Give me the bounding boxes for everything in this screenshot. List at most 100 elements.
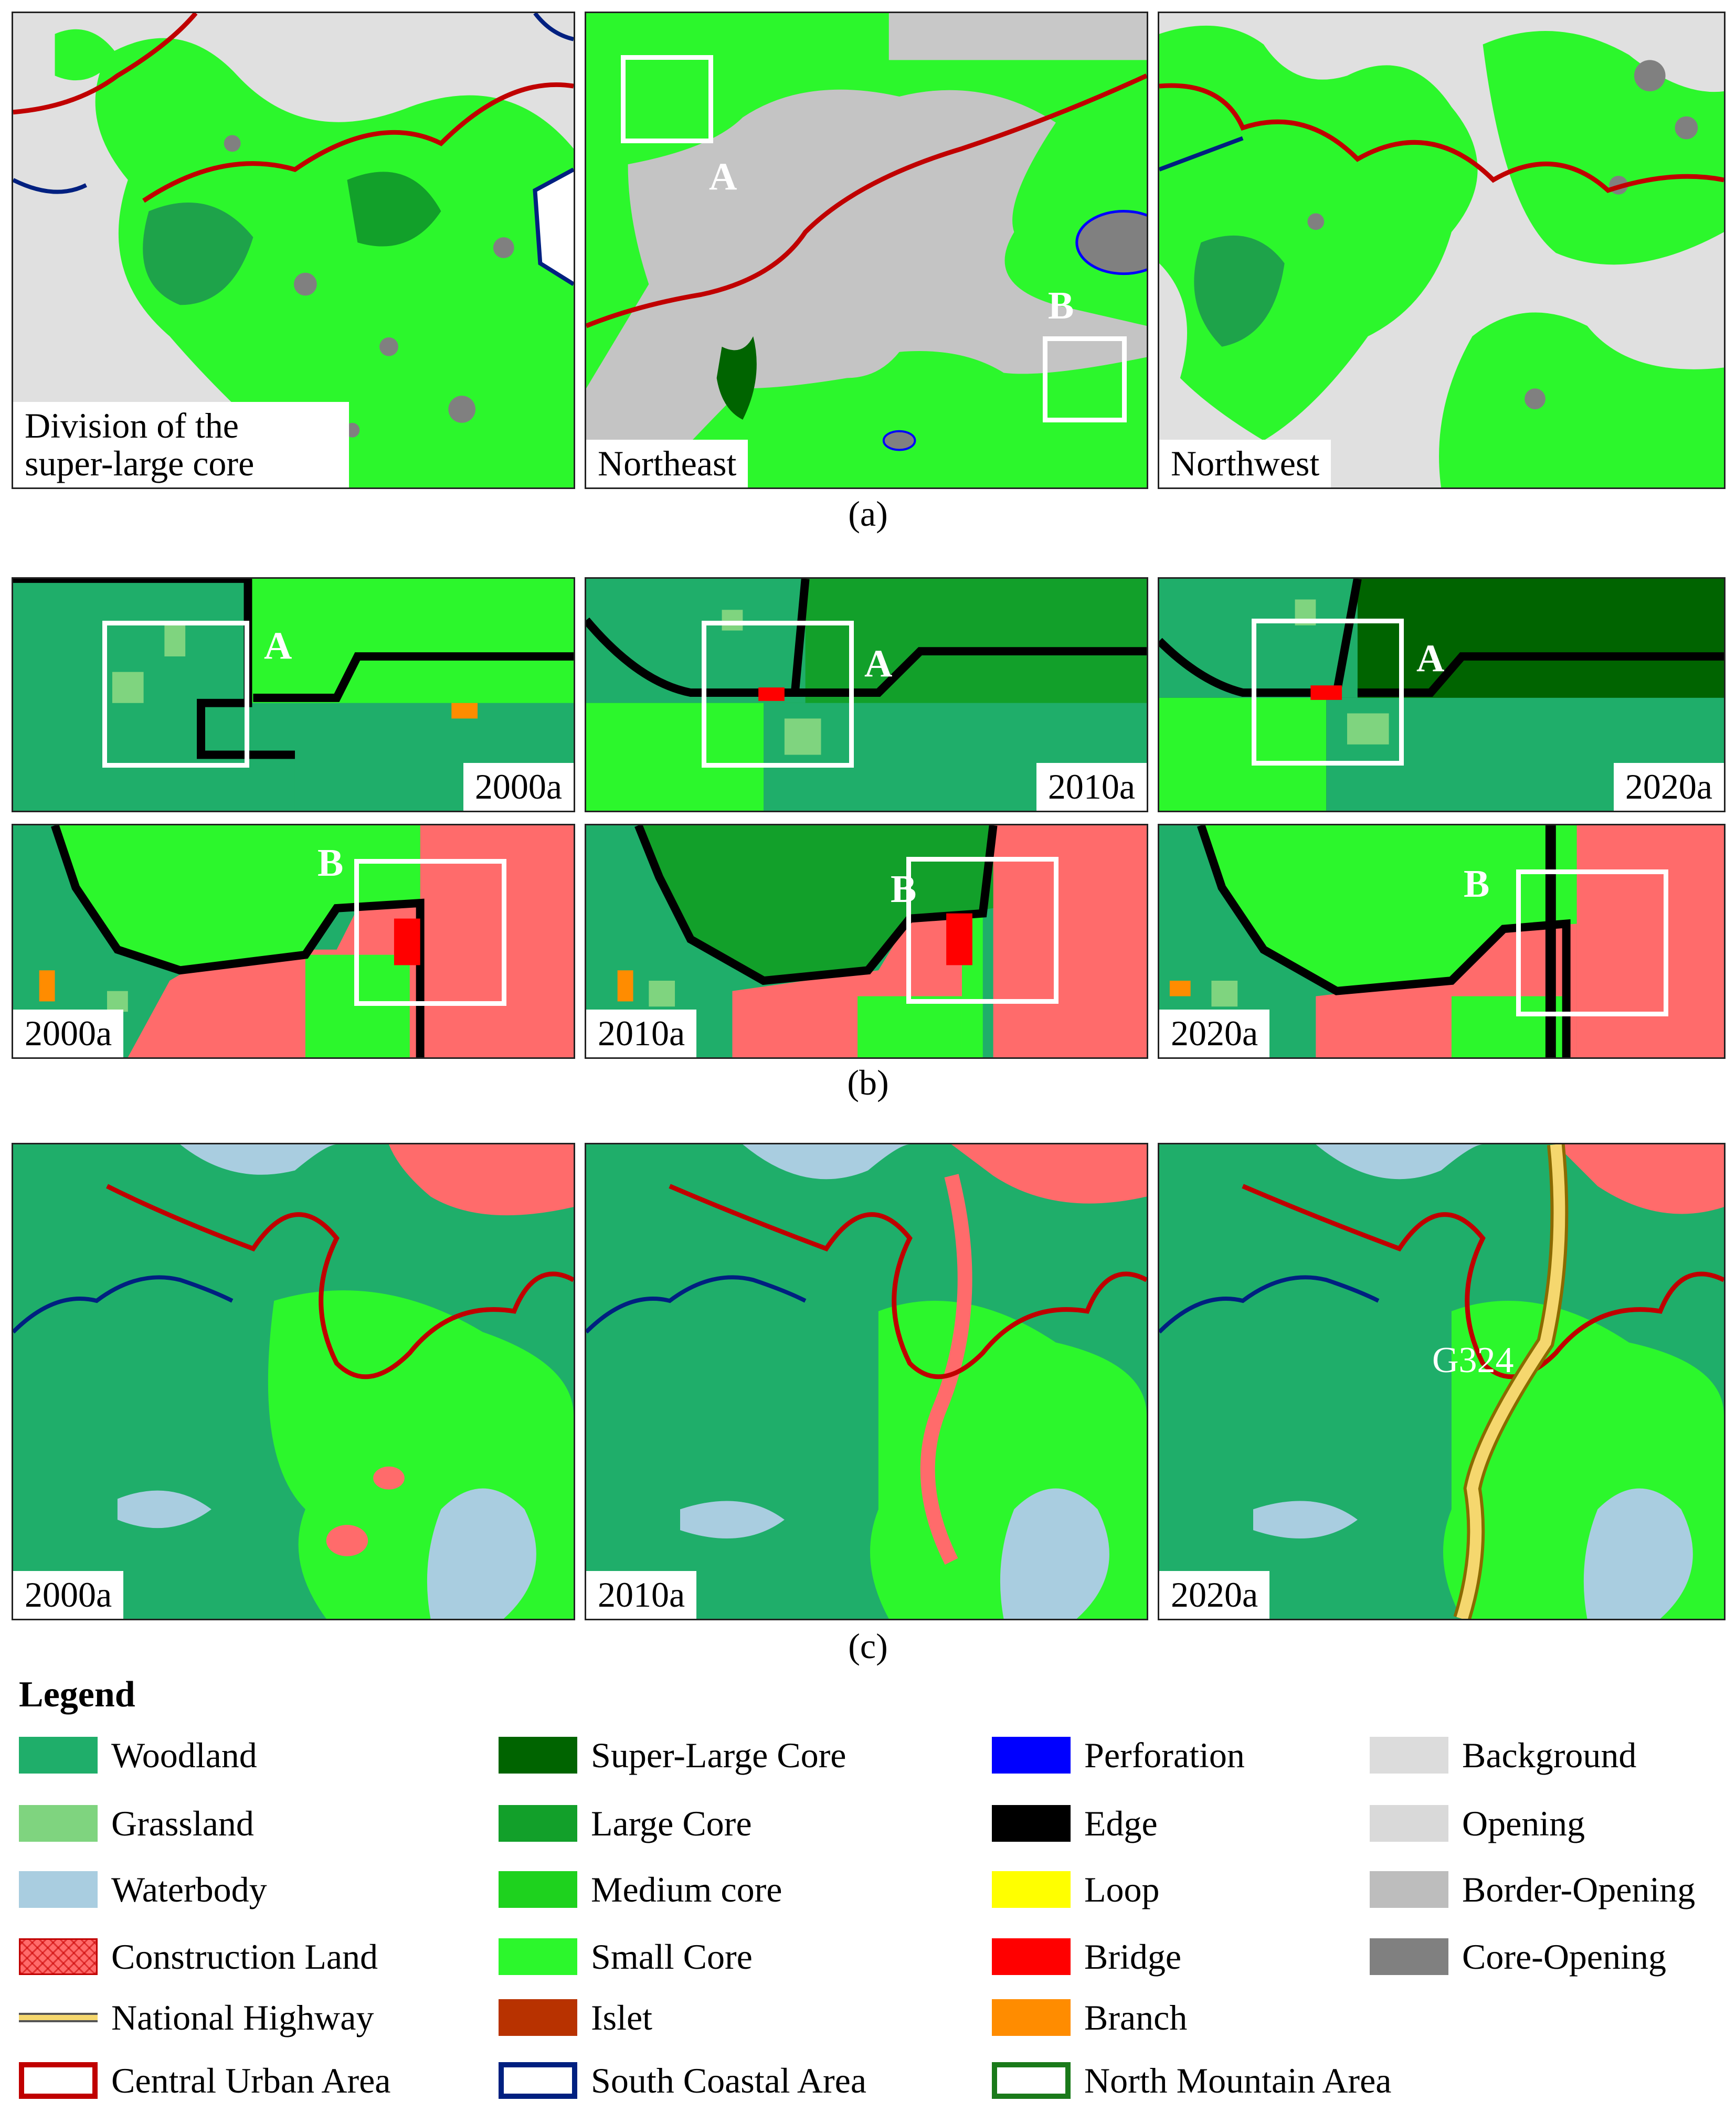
- legend-label: Waterbody: [111, 1869, 267, 1909]
- legend-label: Bridge: [1084, 1936, 1182, 1977]
- map-a-northeast-graphic: [586, 13, 1147, 487]
- map-b-top-2010: A 2010a: [585, 577, 1148, 812]
- legend-swatch: [992, 1737, 1071, 1774]
- legend-item: Perforation: [992, 1732, 1245, 1779]
- mark-a: A: [264, 624, 292, 667]
- legend-swatch: [499, 1871, 577, 1908]
- legend-swatch: [1370, 1938, 1448, 1975]
- map-c-2010-graphic: [586, 1144, 1147, 1619]
- legend-swatch: [992, 1938, 1071, 1975]
- panel-label: 2010a: [586, 1009, 697, 1057]
- legend-label: Background: [1462, 1735, 1637, 1775]
- panel-label: Northeast: [586, 439, 748, 487]
- legend-item: Opening: [1370, 1800, 1585, 1847]
- legend-item: North Mountain Area: [992, 2057, 1391, 2104]
- caption-b: (b): [847, 1063, 889, 1102]
- mark-a: A: [1416, 637, 1445, 680]
- legend-label: Edge: [1084, 1803, 1158, 1843]
- legend-swatch: [499, 2062, 577, 2099]
- legend-label: Central Urban Area: [111, 2060, 391, 2100]
- panel-label: Northwest: [1159, 439, 1331, 487]
- legend-item: Islet: [499, 1994, 652, 2041]
- legend-swatch: [19, 2062, 98, 2099]
- zoom-box-a: [702, 621, 854, 768]
- legend-swatch: [499, 1938, 577, 1975]
- legend-item: Super-Large Core: [499, 1732, 846, 1779]
- legend-label: Grassland: [111, 1803, 254, 1843]
- map-b-top-2000: A 2000a: [12, 577, 575, 812]
- mark-a: A: [709, 155, 737, 198]
- legend-item: Core-Opening: [1370, 1933, 1666, 1980]
- legend-item: Edge: [992, 1800, 1158, 1847]
- legend-swatch: [19, 1999, 98, 2036]
- panel-label-line1: Division of the: [25, 406, 239, 446]
- legend-label: North Mountain Area: [1084, 2060, 1392, 2100]
- legend-item: Small Core: [499, 1933, 753, 1980]
- map-b-bottom-2000-graphic: [13, 825, 574, 1057]
- legend-swatch: [992, 1871, 1071, 1908]
- caption-c: (c): [848, 1626, 888, 1666]
- legend-swatch: [992, 2062, 1071, 2099]
- legend-item: Bridge: [992, 1933, 1181, 1980]
- legend-label: Loop: [1084, 1869, 1160, 1909]
- legend-item: Loop: [992, 1866, 1160, 1913]
- legend-swatch: [499, 1999, 577, 2036]
- mark-a: A: [864, 642, 893, 685]
- panel-label: 2000a: [13, 1570, 124, 1619]
- legend-swatch: [992, 1805, 1071, 1842]
- map-b-bottom-2020: B 2020a: [1158, 824, 1726, 1059]
- map-b-bottom-2010: B 2010a: [585, 824, 1148, 1059]
- legend-swatch: [19, 1805, 98, 1842]
- legend-label: Core-Opening: [1462, 1936, 1667, 1977]
- road-label-g324: G324: [1432, 1340, 1514, 1381]
- caption-a: (a): [848, 494, 888, 534]
- legend-item: National Highway: [19, 1994, 374, 2041]
- panel-label: 2000a: [463, 762, 574, 811]
- legend-swatch: [1370, 1871, 1448, 1908]
- legend-swatch: [1370, 1737, 1448, 1774]
- map-c-2010: 2010a: [585, 1143, 1148, 1620]
- legend-item: Central Urban Area: [19, 2057, 390, 2104]
- legend-label: Branch: [1084, 1997, 1188, 2037]
- legend-label: Large Core: [591, 1803, 752, 1843]
- legend-item: Branch: [992, 1994, 1187, 2041]
- mark-b: B: [1464, 863, 1490, 906]
- legend-swatch: [19, 1737, 98, 1774]
- zoom-box-b: [1043, 336, 1127, 422]
- legend-title: Legend: [19, 1674, 135, 1715]
- legend-item: Background: [1370, 1732, 1636, 1779]
- legend-swatch: [19, 1938, 98, 1975]
- legend-item: Large Core: [499, 1800, 752, 1847]
- panel-label: 2020a: [1159, 1570, 1270, 1619]
- panel-label-line2: super-large core: [25, 443, 255, 483]
- legend-label: Small Core: [591, 1936, 753, 1977]
- panel-label: 2000a: [13, 1009, 124, 1057]
- map-b-top-2010-graphic: [586, 579, 1147, 811]
- panel-label: 2020a: [1613, 762, 1724, 811]
- zoom-box-b: [354, 859, 506, 1006]
- map-a-northeast: A B Northeast: [585, 12, 1148, 489]
- legend-item: Grassland: [19, 1800, 254, 1847]
- map-a-northwest-graphic: [1159, 13, 1724, 487]
- zoom-box-b: [906, 857, 1058, 1004]
- panel-label: 2010a: [1036, 762, 1147, 811]
- legend-label: National Highway: [111, 1997, 374, 2037]
- map-c-2000-graphic: [13, 1144, 574, 1619]
- legend-swatch: [992, 1999, 1071, 2036]
- legend-label: Islet: [591, 1997, 653, 2037]
- legend-label: Opening: [1462, 1803, 1585, 1843]
- legend-label: Perforation: [1084, 1735, 1245, 1775]
- legend-label: South Coastal Area: [591, 2060, 867, 2100]
- map-c-2020-graphic: [1159, 1144, 1724, 1619]
- map-c-2020: G324 2020a: [1158, 1143, 1726, 1620]
- map-c-2000: 2000a: [12, 1143, 575, 1620]
- panel-label: 2010a: [586, 1570, 697, 1619]
- zoom-box-a: [621, 55, 713, 143]
- legend-item: Construction Land: [19, 1933, 378, 1980]
- mark-b: B: [891, 868, 917, 911]
- legend-label: Border-Opening: [1462, 1869, 1696, 1909]
- legend-swatch: [1370, 1805, 1448, 1842]
- legend-swatch: [499, 1737, 577, 1774]
- legend-swatch: [499, 1805, 577, 1842]
- panel-label: 2020a: [1159, 1009, 1270, 1057]
